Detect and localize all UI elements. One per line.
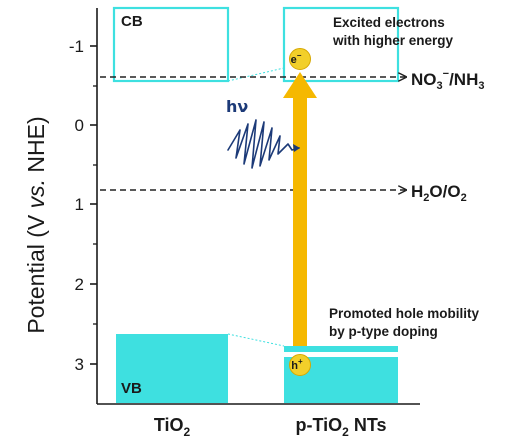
tick-label-neg1: -1 <box>69 37 84 56</box>
y-axis-major-ticks <box>90 45 97 365</box>
y-axis-title-main: Potential (V <box>23 208 49 333</box>
vb-connector <box>227 333 285 347</box>
photon-wave-icon <box>227 119 300 169</box>
electron-sup: − <box>297 51 302 60</box>
nitrate-end: /NH <box>449 70 478 89</box>
tick-label-3: 3 <box>75 355 84 374</box>
water-sub2: 2 <box>461 192 467 204</box>
water-sub1: 2 <box>423 192 429 204</box>
ptio2-conduction-band <box>282 6 400 83</box>
ptio2-base: p-TiO <box>295 415 342 435</box>
ptio2-promoted-vb-strip <box>284 346 398 352</box>
y-axis-minor-ticks <box>93 85 97 325</box>
water-level-label: H2O/O2 <box>411 182 467 204</box>
water-mid: O/O <box>429 182 460 201</box>
electron-symbol: e− <box>291 51 302 66</box>
nitrate-sub: 3 <box>437 80 443 92</box>
nitrate-main: NO <box>411 70 437 89</box>
photon-label: hν <box>226 97 248 116</box>
tio2-base: TiO <box>154 415 184 435</box>
hole-mobility-line2: by p-type doping <box>329 324 438 339</box>
hole-symbol: h+ <box>291 357 303 372</box>
photon-wave-arrowhead <box>293 144 300 152</box>
nitrate-level-label: NO3−/NH3 <box>411 68 484 92</box>
hole-marker: h+ <box>289 354 311 376</box>
y-axis-title-end: NHE) <box>23 116 49 179</box>
nitrate-sub2: 3 <box>478 80 484 92</box>
tio2-sub: 2 <box>183 425 190 439</box>
hole-sup: + <box>298 357 303 366</box>
electron-marker: e− <box>289 48 311 70</box>
tio2-valence-band <box>116 334 228 403</box>
excitation-arrow-head <box>283 72 317 98</box>
hole-mobility-line1: Promoted hole mobility <box>329 306 480 321</box>
y-axis-title: Potential (V vs. NHE) <box>23 116 49 333</box>
excitation-arrow-shaft <box>293 96 307 346</box>
cb-connector <box>227 67 285 82</box>
hole-base: h <box>291 360 298 372</box>
water-h: H <box>411 182 423 201</box>
vb-label: VB <box>121 380 142 397</box>
electron-base: e <box>291 54 297 66</box>
cb-label: CB <box>121 13 143 30</box>
tio2-conduction-band <box>112 6 230 83</box>
x-label-tio2: TiO2 <box>154 415 191 439</box>
nitrate-sup: − <box>443 68 449 80</box>
ptio2-sub: 2 <box>342 425 349 439</box>
excitation-arrow <box>283 72 317 346</box>
ptio2-end: NTs <box>349 415 387 435</box>
electron-circle <box>289 48 311 70</box>
tick-label-1: 1 <box>75 195 84 214</box>
excited-electrons-line2: with higher energy <box>332 33 454 48</box>
tick-label-2: 2 <box>75 275 84 294</box>
excited-electrons-line1: Excited electrons <box>333 15 445 30</box>
tick-label-0: 0 <box>75 116 84 135</box>
y-axis-title-italic: vs. <box>23 179 49 208</box>
hole-circle <box>289 354 311 376</box>
x-label-ptio2-nts: p-TiO2 NTs <box>295 415 386 439</box>
